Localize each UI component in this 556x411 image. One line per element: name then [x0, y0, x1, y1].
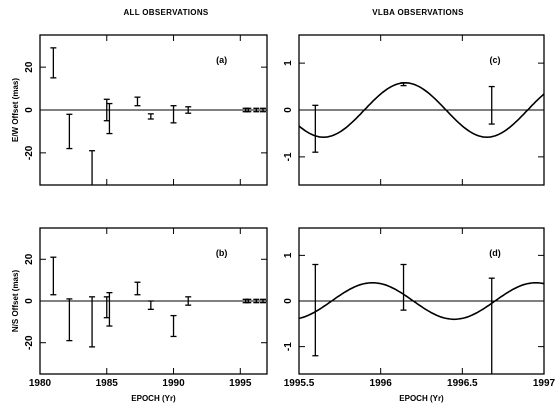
data-point	[185, 106, 192, 114]
y-tick-label: 20	[24, 61, 35, 73]
x-tick-label: 1995.5	[284, 378, 315, 389]
data-point	[253, 298, 260, 304]
y-tick-label: -1	[283, 152, 294, 161]
panel-label: (d)	[489, 248, 501, 258]
panel-b: 1980 1985 1990 1995 -20 0 20 N/S Offset (mas) EP…	[11, 227, 268, 403]
data-point	[488, 277, 495, 374]
y-tick-label: 0	[24, 107, 35, 113]
data-point	[400, 82, 407, 87]
right-column-title: VLBA OBSERVATIONS	[372, 8, 464, 17]
data-point	[253, 107, 260, 113]
x-tick-label: 1997	[533, 378, 556, 389]
x-axis-title: EPOCH (Yr)	[399, 394, 444, 403]
x-tick-label: 1990	[162, 378, 185, 389]
data-point	[259, 298, 266, 304]
data-point	[50, 256, 57, 296]
data-point	[66, 298, 73, 342]
x-tick-label: 1980	[29, 378, 52, 389]
data-point	[185, 296, 192, 306]
model-curve	[298, 282, 545, 321]
y-tick-label: -20	[24, 145, 35, 160]
panel-d: 1995.5 1996 1996.5 1997 -1 0 1 EPOCH (Yr) (d)	[283, 227, 556, 403]
data-point	[245, 298, 252, 304]
panels: -20 0 20 E/W Offset (mas) (a) 1980 1985 1990 199…	[11, 34, 556, 403]
data-point	[259, 107, 266, 113]
data-point	[66, 113, 73, 150]
x-tick-label: 1995	[229, 378, 252, 389]
model-curve	[298, 81, 545, 139]
data-point	[170, 314, 177, 338]
y-tick-label: -20	[24, 335, 35, 350]
y-tick-label: 1	[283, 60, 294, 66]
left-column-title: ALL OBSERVATIONS	[123, 8, 208, 17]
data-point	[147, 300, 154, 310]
x-tick-label: 1996.5	[447, 378, 478, 389]
data-point	[245, 107, 252, 113]
y-tick-label: 0	[24, 298, 35, 304]
panel-label: (b)	[216, 248, 228, 258]
panel-a: -20 0 20 E/W Offset (mas) (a)	[11, 34, 268, 186]
y-tick-label: 20	[24, 253, 35, 265]
panel-c: -1 0 1 (c)	[283, 34, 545, 186]
data-point	[312, 263, 319, 357]
data-point	[400, 263, 407, 311]
data-point	[134, 281, 141, 296]
y-tick-label: 1	[283, 252, 294, 258]
data-point	[103, 296, 110, 319]
data-point	[89, 150, 96, 185]
panel-label: (c)	[490, 55, 501, 65]
y-tick-label: -1	[283, 342, 294, 351]
y-tick-label: 0	[283, 298, 294, 304]
data-point	[50, 47, 57, 79]
data-point	[488, 85, 495, 125]
data-point	[106, 102, 113, 135]
x-tick-label: 1996	[370, 378, 393, 389]
data-point	[312, 104, 319, 153]
data-point	[106, 292, 113, 327]
data-point	[89, 296, 96, 348]
data-point	[147, 113, 154, 120]
y-axis-title: N/S Offset (mas)	[11, 270, 20, 333]
data-point	[134, 96, 141, 107]
y-axis-title: E/W Offset (mas)	[11, 78, 20, 142]
x-tick-label: 1985	[96, 378, 119, 389]
data-point	[170, 105, 177, 124]
data-point	[103, 98, 110, 122]
panel-label: (a)	[216, 55, 227, 65]
x-axis-title: EPOCH (Yr)	[131, 394, 176, 403]
y-tick-label: 0	[283, 107, 294, 113]
